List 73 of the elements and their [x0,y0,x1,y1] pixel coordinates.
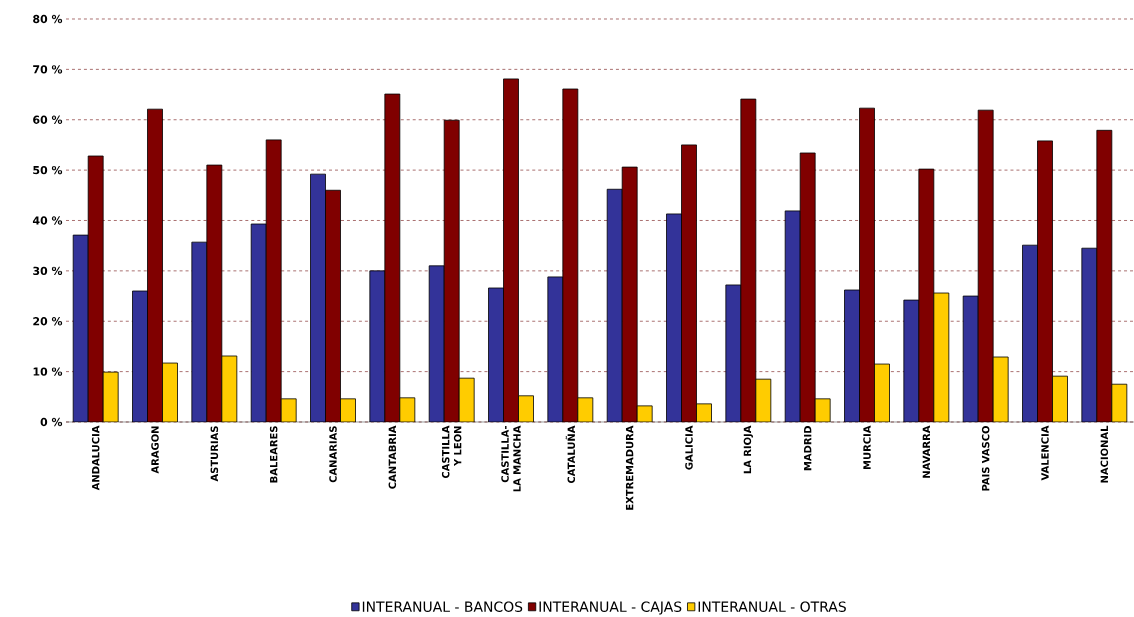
bar [681,144,697,422]
bar [250,223,267,422]
bar [384,93,401,422]
bar [1037,140,1053,422]
x-tick-label: CANARIAS [329,426,337,483]
bar [1022,244,1038,422]
bar [102,371,119,422]
bar [87,155,104,422]
y-tick-label: 80 % [33,14,63,24]
bar [310,173,326,422]
bar [547,276,564,422]
bar [844,289,860,422]
y-tick-label: 30 % [33,266,63,276]
x-tick-label: CASTILLA-LA MANCHA [501,425,521,492]
bar [503,78,519,422]
bar [369,270,386,422]
x-tick-label: VALENCIA [1041,425,1049,481]
y-tick-label: 20 % [33,317,63,326]
bar [325,189,341,422]
bar [72,234,89,422]
x-tick-label: EXTREMADURA [625,425,634,510]
x-tick-label: CATALUÑA [565,425,576,484]
bar [903,299,920,422]
y-tick-label: 40 % [32,216,63,225]
bar [206,164,223,422]
bar [621,166,638,422]
y-tick-label: 60 % [33,115,63,124]
legend-label: INTERANUAL - BANCOS [362,601,523,612]
x-tick-label: BALEARES [269,426,278,483]
bar [443,119,460,422]
bar [162,362,178,422]
bar [428,265,445,422]
bar [992,356,1009,422]
y-tick-label: 10 % [33,367,63,376]
bar [740,98,757,422]
x-tick-label: NACIONAL [1100,425,1109,483]
x-tick-label: ASTURIAS [210,426,219,482]
x-tick-label: MURCIA [863,425,871,469]
bar [859,107,875,422]
y-tick-label: 70 % [33,65,63,74]
bar [874,363,890,422]
y-tick-label: 50 % [33,165,63,175]
x-tick-label: MADRID [804,426,812,471]
legend-label: INTERANUAL - CAJAS [539,601,682,615]
x-tick-label: GALICIA [685,425,693,470]
bar [962,295,979,422]
bar [666,213,682,422]
x-tick-label: ANDALUCIA [91,425,100,491]
bar [933,292,950,422]
x-tick-label: LA RIOJA [743,425,754,474]
bar [784,210,801,422]
bar [977,109,994,422]
bar [606,188,623,422]
bar [191,241,208,422]
legend-label: INTERANUAL - OTRAS [698,601,846,612]
bar [562,88,579,422]
x-tick-label: CANTABRIA [388,425,397,489]
x-tick-label: ARAGON [151,426,159,474]
bar [799,152,816,422]
y-tick-label: 0 % [40,417,63,427]
bar [918,168,935,422]
x-tick-label: NAVARRA [922,425,930,478]
bar [132,290,148,422]
x-tick-label: CASTILLA Y LEON [441,425,462,479]
bar [265,139,282,422]
bar [147,108,163,422]
bar [1081,247,1098,422]
bar [725,284,742,422]
bar [221,355,238,422]
x-tick-label: PAIS VASCO [981,426,990,491]
bar [488,287,504,422]
bar [1052,375,1068,422]
bar [1096,129,1113,422]
